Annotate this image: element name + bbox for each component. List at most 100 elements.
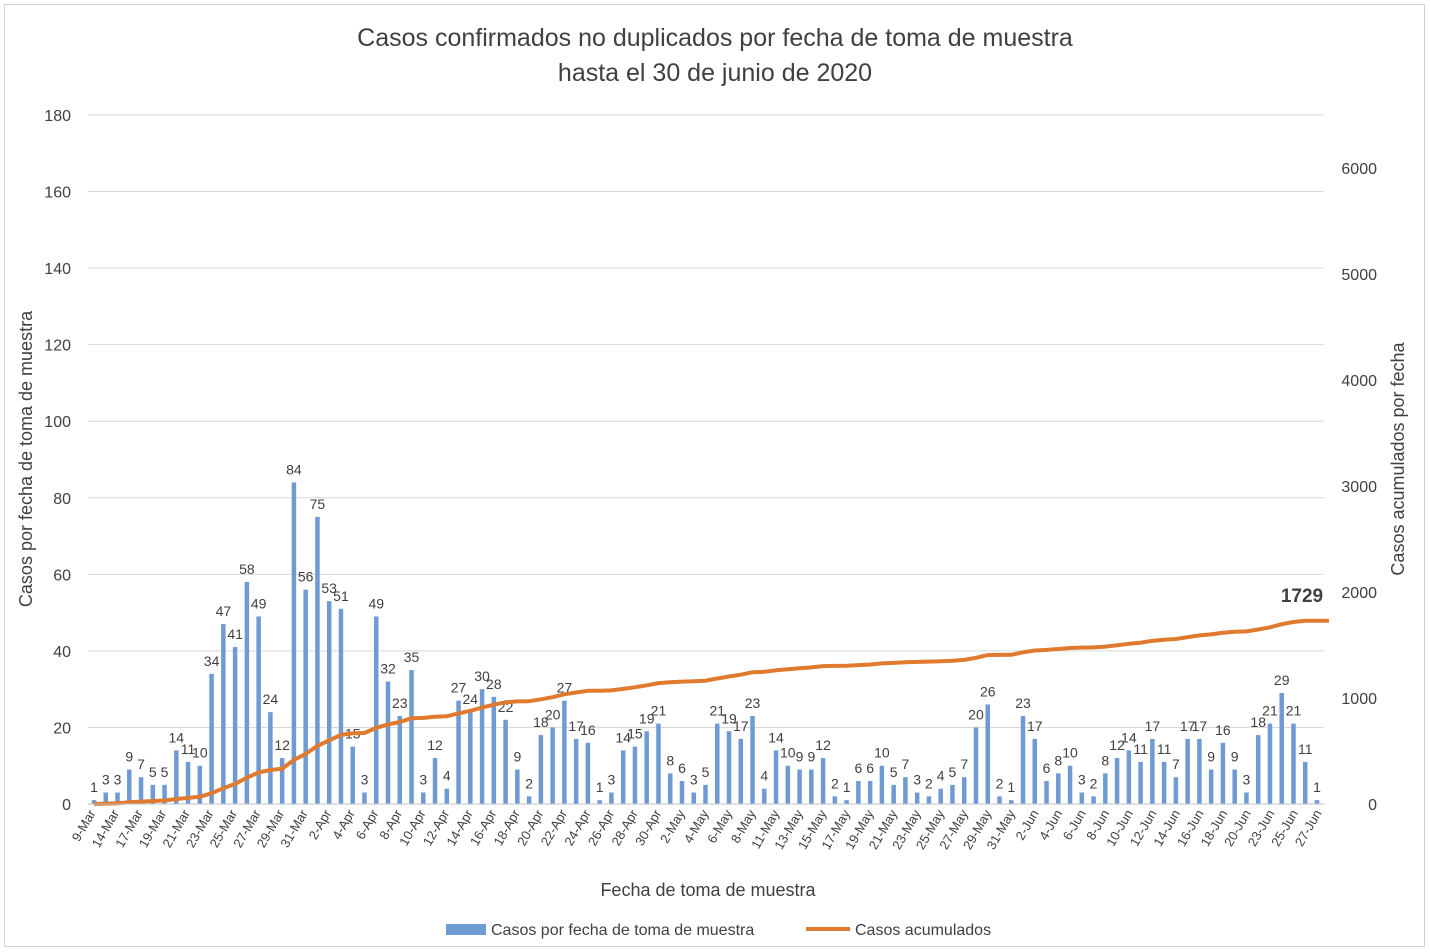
bar (1291, 723, 1296, 804)
bar-data-label: 10 (874, 745, 890, 761)
bar (609, 792, 614, 804)
bar-data-label: 16 (1215, 722, 1231, 738)
bar (456, 700, 461, 804)
cumulative-line (93, 618, 1329, 806)
bar (856, 781, 861, 804)
bar-data-label: 3 (608, 772, 616, 788)
bar (844, 800, 849, 804)
bar (715, 723, 720, 804)
bar-data-label: 17 (568, 718, 584, 734)
bar-data-label: 6 (1043, 760, 1051, 776)
bar (279, 758, 285, 804)
bar-data-label: 18 (533, 714, 549, 730)
bar-data-label: 5 (149, 764, 157, 780)
x-axis-title: Fecha de toma de muestra (600, 880, 816, 900)
bar-data-label: 84 (286, 461, 302, 477)
x-tick-labels: 9-Mar14-Mar17-Mar19-Mar21-Mar23-Mar25-Ma… (69, 806, 1325, 852)
bar-data-label: 4 (937, 768, 945, 784)
bar (762, 788, 767, 804)
bar-data-label: 19 (721, 710, 737, 726)
bar (1255, 735, 1261, 804)
bar (350, 746, 355, 804)
bar (1009, 800, 1014, 804)
bar (667, 773, 673, 804)
right-tick-label: 3000 (1341, 479, 1377, 496)
x-tick-label: 4-Apr (329, 806, 358, 842)
bar-data-label: 21 (709, 703, 725, 719)
left-tick-label: 140 (44, 261, 71, 278)
bar (1067, 765, 1073, 804)
bar-data-label: 49 (251, 595, 267, 611)
left-axis-title: Casos por fecha de toma de muestra (16, 310, 36, 607)
bar-data-label: 24 (263, 691, 279, 707)
bar-data-label: 7 (137, 756, 145, 772)
left-tick-label: 120 (44, 338, 71, 355)
bar-data-label: 18 (1250, 714, 1266, 730)
bar (961, 777, 967, 804)
bar (232, 647, 238, 804)
right-tick-label: 1000 (1341, 691, 1377, 708)
bar (421, 792, 426, 804)
chart-frame (4, 4, 1425, 947)
bar (632, 746, 638, 804)
bar (1173, 777, 1179, 804)
bar (409, 670, 414, 804)
bar-data-label: 9 (1231, 749, 1239, 765)
left-tick-label: 100 (44, 414, 71, 431)
bar (926, 796, 932, 804)
bar (797, 769, 802, 804)
legend-bar-swatch (446, 924, 486, 935)
bar-data-label: 21 (1262, 703, 1278, 719)
bar (150, 784, 156, 804)
bar (597, 800, 602, 804)
x-tick-label: 2-Apr (305, 806, 334, 842)
bar-data-label: 20 (545, 706, 561, 722)
bar (1091, 796, 1096, 804)
bar-data-label: 3 (1243, 772, 1251, 788)
bar (538, 735, 544, 804)
bar (809, 769, 814, 804)
bar-data-label: 12 (815, 737, 831, 753)
bar-data-label: 5 (702, 764, 710, 780)
bar (162, 784, 167, 804)
bar (1032, 738, 1038, 804)
bar-data-labels: 1 3 39 7 5 5141110344741584924128456755351153… (90, 461, 1321, 795)
left-tick-label: 60 (53, 567, 71, 584)
bar-data-label: 11 (1157, 741, 1172, 757)
left-tick-label: 160 (44, 185, 71, 202)
bar-data-label: 8 (1054, 752, 1062, 768)
bar (256, 616, 261, 804)
bar (914, 792, 920, 804)
bar-data-label: 16 (580, 722, 596, 738)
bar (1150, 738, 1155, 804)
bar-data-label: 53 (321, 580, 337, 596)
bar-data-label: 7 (960, 756, 968, 772)
bar-data-label: 11 (1133, 741, 1148, 757)
bar (197, 765, 203, 804)
bar (750, 715, 755, 804)
bar (679, 781, 685, 804)
x-tick-label: 6-Jun (1060, 807, 1089, 843)
legend-line-label: Casos acumulados (855, 922, 991, 939)
bar-data-label: 2 (1090, 775, 1098, 791)
bar-data-label: 3 (114, 772, 122, 788)
bar-data-label: 28 (486, 676, 502, 692)
bar-data-label: 17 (1180, 718, 1196, 734)
bar-data-label: 17 (1145, 718, 1161, 734)
bar (444, 788, 450, 804)
bar-data-label: 2 (831, 775, 839, 791)
bar-data-label: 14 (169, 729, 185, 745)
bar-data-label: 1 (843, 779, 851, 795)
bar (691, 792, 696, 804)
bar-data-label: 17 (1192, 718, 1208, 734)
chart-title-line1: Casos confirmados no duplicados por fech… (357, 24, 1073, 52)
bar-data-label: 27 (557, 680, 573, 696)
bar (515, 769, 520, 804)
bar-data-label: 29 (1274, 672, 1290, 688)
bar-data-label: 3 (102, 772, 110, 788)
bar (1197, 738, 1202, 804)
bar (1208, 769, 1214, 804)
bar-data-label: 27 (451, 680, 467, 696)
bar (585, 742, 591, 804)
bar (115, 792, 120, 804)
